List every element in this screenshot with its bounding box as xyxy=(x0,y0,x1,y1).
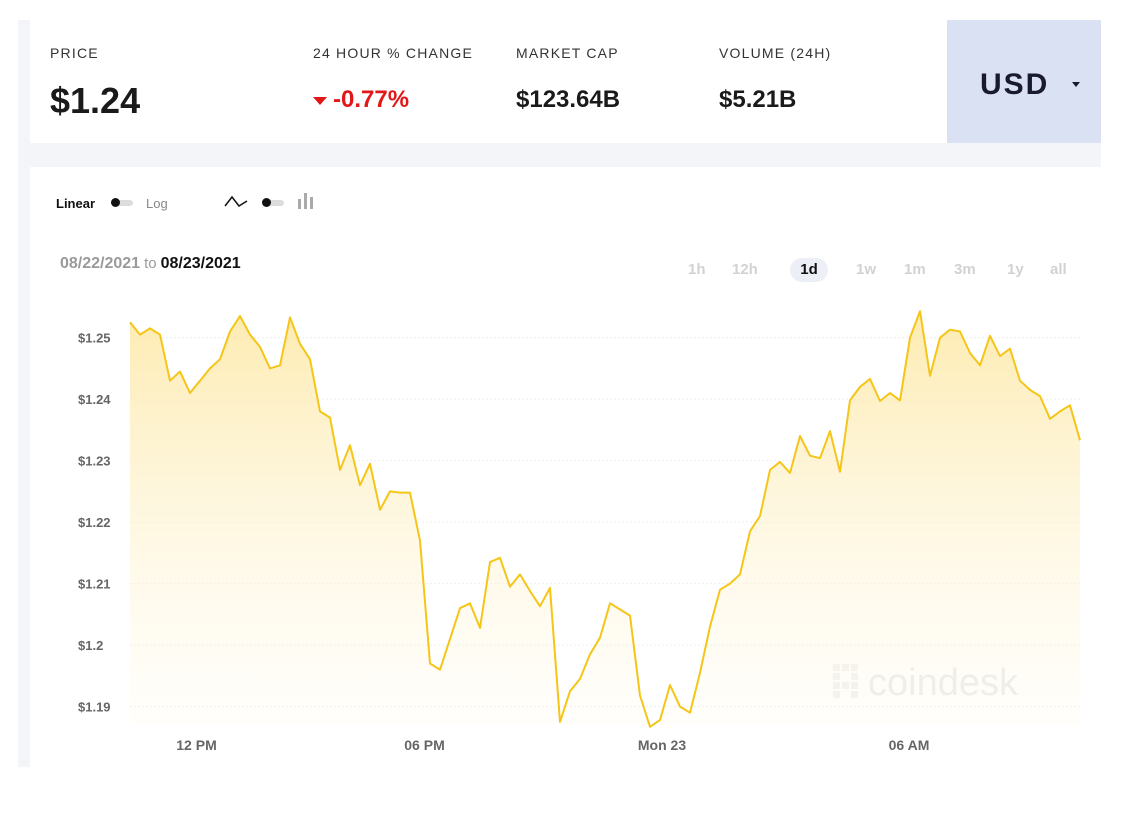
change-label: 24 HOUR % CHANGE xyxy=(313,45,474,61)
y-tick-label: $1.25 xyxy=(78,331,111,346)
price-label: PRICE xyxy=(50,45,99,61)
price-line xyxy=(129,310,1081,728)
range-3m[interactable]: 3m xyxy=(954,261,976,278)
currency-code: USD xyxy=(980,68,1050,101)
y-tick-label: $1.19 xyxy=(78,700,111,715)
scale-toggle-knob xyxy=(111,198,120,207)
price-value: $1.24 xyxy=(50,80,141,121)
chart-type-toggle[interactable] xyxy=(262,198,284,207)
range-12h[interactable]: 12h xyxy=(732,261,758,278)
date-from: 08/22/2021 xyxy=(60,255,141,272)
log-label: Log xyxy=(146,196,168,211)
date-to: 08/23/2021 xyxy=(160,255,241,272)
change-value: -0.77% xyxy=(313,86,409,114)
y-tick-label: $1.21 xyxy=(78,577,111,592)
market-cap-label: MARKET CAP xyxy=(516,45,619,61)
linear-label: Linear xyxy=(56,196,96,211)
y-tick-label: $1.2 xyxy=(78,638,103,653)
x-tick-label: 12 PM xyxy=(176,737,216,753)
y-axis: $1.25 $1.24 $1.23 $1.22 $1.21 $1.2 $1.19 xyxy=(78,331,111,715)
volume-label: VOLUME (24H) xyxy=(719,45,832,61)
y-tick-label: $1.23 xyxy=(78,454,111,469)
y-tick-label: $1.22 xyxy=(78,515,111,530)
price-chart: $1.25$1.24$1.23$1.22$1.21$1.2$1.19 coind… xyxy=(78,310,1081,753)
range-1d[interactable]: 1d xyxy=(790,258,828,282)
currency-selector[interactable]: USD xyxy=(947,20,1101,143)
range-all[interactable]: all xyxy=(1050,261,1067,278)
x-axis: 12 PM 06 PM Mon 23 06 AM xyxy=(176,737,929,753)
down-arrow-icon xyxy=(313,96,327,105)
x-tick-label: 06 PM xyxy=(404,737,444,753)
caret-down-icon xyxy=(1072,82,1080,87)
chart-type-toggle-knob xyxy=(262,198,271,207)
range-1y[interactable]: 1y xyxy=(1007,261,1024,278)
date-to-word: to xyxy=(144,255,157,272)
date-range: 08/22/2021 to 08/23/2021 xyxy=(60,255,241,273)
volume-value: $5.21B xyxy=(719,86,797,113)
scale-toggle[interactable] xyxy=(111,198,133,207)
range-1h[interactable]: 1h xyxy=(688,261,706,278)
change-value-text: -0.77% xyxy=(333,86,410,113)
range-1w[interactable]: 1w xyxy=(856,261,877,278)
range-1m[interactable]: 1m xyxy=(904,261,926,278)
market-cap-value: $123.64B xyxy=(516,86,621,113)
x-tick-label: 06 AM xyxy=(889,737,930,753)
line-chart-icon[interactable] xyxy=(224,195,248,209)
stats-bar: PRICE $1.24 24 HOUR % CHANGE -0.77% MARK… xyxy=(30,20,947,143)
x-tick-label: Mon 23 xyxy=(638,737,686,753)
price-area xyxy=(130,311,1080,727)
y-tick-label: $1.24 xyxy=(78,392,111,407)
bar-chart-icon[interactable] xyxy=(297,193,315,209)
